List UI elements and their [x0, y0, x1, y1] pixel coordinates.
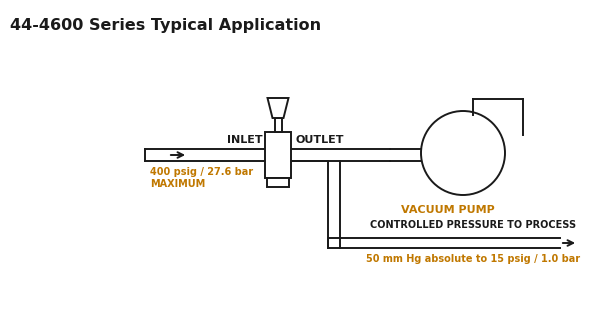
- Text: 50 mm Hg absolute to 15 psig / 1.0 bar: 50 mm Hg absolute to 15 psig / 1.0 bar: [366, 254, 580, 264]
- Text: MAXIMUM: MAXIMUM: [150, 179, 205, 189]
- Bar: [274, 118, 281, 132]
- Bar: [267, 178, 289, 187]
- Text: 400 psig / 27.6 bar: 400 psig / 27.6 bar: [150, 167, 253, 177]
- Text: INLET: INLET: [227, 135, 263, 145]
- Text: VACUUM PUMP: VACUUM PUMP: [401, 205, 495, 215]
- Polygon shape: [268, 98, 289, 118]
- Text: 44-4600 Series Typical Application: 44-4600 Series Typical Application: [10, 18, 321, 33]
- Text: CONTROLLED PRESSURE TO PROCESS: CONTROLLED PRESSURE TO PROCESS: [370, 220, 576, 230]
- Bar: [265, 132, 291, 178]
- Circle shape: [421, 111, 505, 195]
- Text: OUTLET: OUTLET: [295, 135, 344, 145]
